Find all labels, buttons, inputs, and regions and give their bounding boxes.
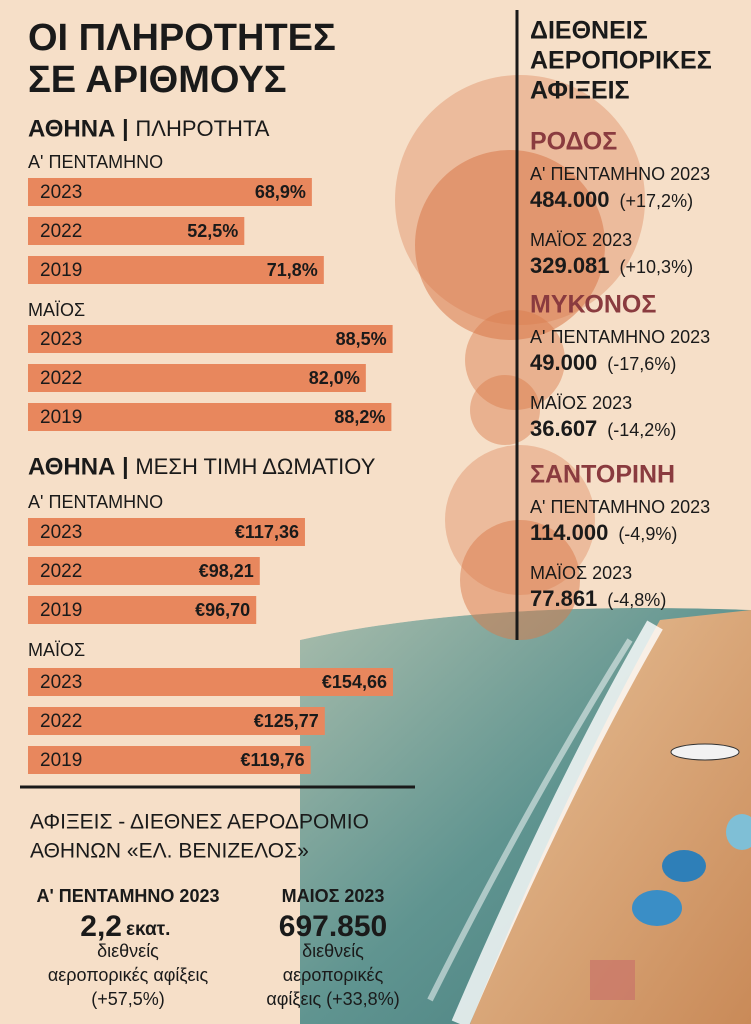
column-value: 2,2	[80, 910, 122, 943]
bar	[28, 596, 257, 624]
category-label: 2022	[40, 711, 82, 732]
column-description: διεθνείς	[97, 941, 159, 961]
value-label: €98,21	[199, 561, 254, 581]
value-label: €154,66	[322, 672, 387, 692]
beach-photo	[300, 600, 751, 1024]
category-label: 2023	[40, 672, 82, 693]
group-label: Α' ΠΕΝΤΑΜΗΝΟ	[28, 492, 163, 512]
bar	[28, 403, 392, 431]
value-label: 88,5%	[336, 329, 387, 349]
section-subtitle: ΜΕΣΗ ΤΙΜΗ ΔΩΜΑΤΙΟΥ	[135, 454, 375, 479]
bar	[28, 668, 393, 696]
bar	[28, 707, 325, 735]
value-label: €96,70	[195, 600, 250, 620]
column-description: αφίξεις (+33,8%)	[266, 989, 399, 1009]
category-label: 2022	[40, 221, 82, 242]
bar	[28, 178, 312, 206]
column-description: αεροπορικές αφίξεις	[48, 965, 209, 985]
value-label: 82,0%	[309, 368, 360, 388]
bar	[28, 325, 393, 353]
island-name: ΡΟΔΟΣ	[530, 128, 617, 156]
stat-label: ΜΑΪΟΣ 2023	[530, 393, 632, 413]
column-value: 697.850	[279, 910, 387, 943]
stat-value: 329.081	[530, 253, 610, 278]
bar	[28, 557, 260, 585]
stat-change: (+17,2%)	[620, 191, 694, 211]
group-label: ΜΑΪΟΣ	[28, 300, 85, 320]
stat-value: 484.000	[530, 187, 610, 212]
title: ΣΕ ΑΡΙΘΜΟΥΣ	[28, 59, 287, 101]
bar	[28, 256, 324, 284]
category-label: 2022	[40, 368, 82, 389]
category-label: 2023	[40, 182, 82, 203]
stat-change: (-4,9%)	[618, 524, 677, 544]
column-description: (+57,5%)	[91, 989, 165, 1009]
column-unit: εκατ.	[126, 919, 170, 940]
airport-box: ΑΦΙΞΕΙΣ - ΔΙΕΘΝΕΣ ΑΕΡΟΔΡΟΜΙΟ ΑΘΗΝΩΝ «ΕΛ. …	[30, 811, 400, 1009]
section-subtitle: ΠΛΗΡΟΤΗΤΑ	[135, 116, 269, 141]
stat-value: 36.607	[530, 416, 597, 441]
value-label: €119,76	[241, 750, 305, 770]
stat-label: ΜΑΪΟΣ 2023	[530, 230, 632, 250]
value-label: 68,9%	[255, 182, 306, 202]
group-label: ΜΑΪΟΣ	[28, 640, 85, 660]
category-label: 2023	[40, 522, 82, 543]
bar	[28, 217, 245, 245]
stat-change: (-4,8%)	[607, 590, 666, 610]
title: ΟΙ ΠΛΗΡΟΤΗΤΕΣ	[28, 17, 336, 59]
group-label: Α' ΠΕΝΤΑΜΗΝΟ	[28, 152, 163, 172]
island-name: ΜΥΚΟΝΟΣ	[530, 291, 656, 319]
stat-value: 114.000	[530, 520, 608, 545]
stat-label: ΜΑΪΟΣ 2023	[530, 563, 632, 583]
stat-label: Α' ΠΕΝΤΑΜΗΝΟ 2023	[530, 497, 710, 517]
decorative-circles	[395, 75, 645, 640]
arrivals-title: ΑΕΡΟΠΟΡΙΚΕΣ	[530, 47, 712, 75]
column-label: ΜΑΙΟΣ 2023	[282, 886, 385, 906]
airport-title: ΑΘΗΝΩΝ «ΕΛ. ΒΕΝΙΖΕΛΟΣ»	[30, 840, 309, 863]
column-description: διεθνείς	[302, 941, 364, 961]
category-label: 2023	[40, 329, 82, 350]
category-label: 2019	[40, 750, 82, 771]
section-title: ΑΘΗΝΑ	[28, 453, 115, 480]
stat-change: (+10,3%)	[620, 257, 694, 277]
stat-change: (-14,2%)	[607, 420, 676, 440]
stat-label: Α' ΠΕΝΤΑΜΗΝΟ 2023	[530, 164, 710, 184]
bar	[28, 746, 311, 774]
column-label: Α' ΠΕΝΤΑΜΗΝΟ 2023	[37, 886, 220, 906]
column-description: αεροπορικές	[283, 965, 384, 985]
value-label: €125,77	[254, 711, 319, 731]
airport-title: ΑΦΙΞΕΙΣ - ΔΙΕΘΝΕΣ ΑΕΡΟΔΡΟΜΙΟ	[30, 811, 369, 834]
value-label: 88,2%	[334, 407, 385, 427]
stat-value: 77.861	[530, 586, 597, 611]
section-title: ΑΘΗΝΑ	[28, 115, 115, 142]
value-label: 71,8%	[267, 260, 318, 280]
island-name: ΣΑΝΤΟΡΙΝΗ	[530, 461, 675, 489]
category-label: 2019	[40, 600, 82, 621]
stat-value: 49.000	[530, 350, 597, 375]
arrivals-title: ΔΙΕΘΝΕΙΣ	[530, 17, 648, 45]
stat-change: (-17,6%)	[607, 354, 676, 374]
value-label: 52,5%	[187, 221, 238, 241]
bar	[28, 518, 305, 546]
bar	[28, 364, 366, 392]
category-label: 2019	[40, 407, 82, 428]
category-label: 2022	[40, 561, 82, 582]
arrivals-title: ΑΦΙΞΕΙΣ	[530, 77, 630, 105]
category-label: 2019	[40, 260, 82, 281]
stat-label: Α' ΠΕΝΤΑΜΗΝΟ 2023	[530, 327, 710, 347]
value-label: €117,36	[235, 522, 299, 542]
left-column: ΑΘΗΝΑ ΠΛΗΡΟΤΗΤΑ ΑΘΗΝΑ ΜΕΣΗ ΤΙΜΗ ΔΩΜΑΤΙΟΥ Α' …	[28, 115, 393, 774]
